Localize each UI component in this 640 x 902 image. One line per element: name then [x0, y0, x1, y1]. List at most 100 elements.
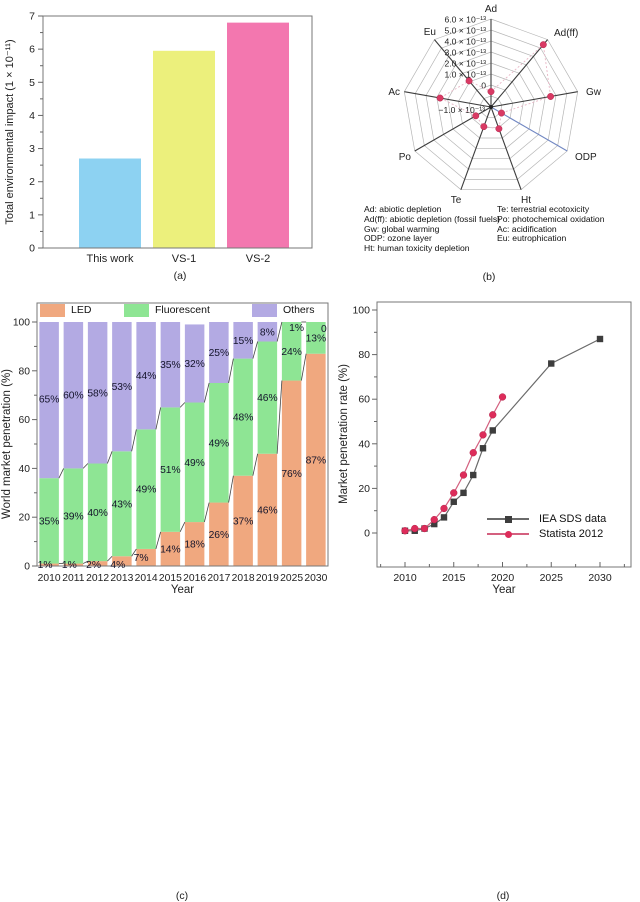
- segment-label: 53%: [112, 382, 133, 393]
- y-tick-label: 60: [358, 394, 370, 406]
- segment-label: 1%: [62, 560, 77, 571]
- x-tick-label: 2015: [442, 572, 466, 584]
- others-swatch: [252, 304, 277, 317]
- caption-d: (d): [496, 890, 510, 902]
- segment-fluorescent-2012: [87, 463, 108, 562]
- x-tick-label: 2011: [62, 573, 84, 584]
- circle-marker: [489, 411, 497, 419]
- x-axis-title: Year: [171, 584, 194, 596]
- segment-label: 13%: [306, 333, 327, 344]
- segment-label: 4%: [110, 560, 125, 571]
- circle-marker: [469, 449, 477, 457]
- segment-label: 37%: [233, 516, 254, 527]
- segment-label: 35%: [39, 516, 60, 527]
- connector-line: [82, 463, 89, 469]
- connector-line: [155, 531, 162, 550]
- segment-label: 8%: [260, 327, 275, 338]
- square-marker: [431, 520, 438, 528]
- segment-fluorescent-2011: [63, 468, 84, 564]
- circle-marker: [479, 431, 487, 439]
- circle-marker: [401, 527, 409, 535]
- connector-line: [252, 341, 259, 359]
- segment-fluorescent-2014: [136, 429, 156, 549]
- led-legend-label: LED: [71, 304, 92, 316]
- definition-te: Te: terrestrial ecotoxicity: [497, 204, 590, 214]
- segment-others-2014: [136, 322, 156, 430]
- data-point-ht: [495, 125, 503, 133]
- radial-tick-label: 0: [481, 81, 486, 91]
- y-tick-label: 80: [358, 349, 370, 361]
- square-marker: [450, 498, 457, 505]
- radial-tick-label: −1.0 × 10⁻¹³: [438, 105, 485, 115]
- y-tick-label: 1: [29, 209, 35, 221]
- y-tick-label: 20: [358, 483, 370, 495]
- segment-others-2015: [160, 322, 181, 408]
- y-axis-title: Market penetration rate (%): [338, 364, 350, 504]
- segment-others-2010: [39, 322, 59, 479]
- segment-label: 49%: [136, 485, 157, 496]
- center-point: [489, 105, 493, 109]
- segment-label: 15%: [233, 336, 254, 347]
- segment-label: 32%: [184, 359, 205, 370]
- web-ring: [447, 62, 535, 149]
- square-marker: [596, 335, 604, 343]
- iea-square-marker-icon: [504, 515, 512, 523]
- line-chart-canvas: 0 20 40 60 80 100 2010 2015 2020 2025 2030 Year Mark…: [338, 301, 632, 596]
- legend-item-iea-sds: IEA SDS data: [487, 512, 606, 526]
- segment-led-2018: [233, 475, 253, 566]
- connector-line: [82, 560, 89, 564]
- segment-fluorescent-2025: [281, 322, 302, 381]
- segment-label: 1%: [38, 560, 53, 571]
- axis-label-eu: Eu: [424, 27, 436, 38]
- x-category-label: This work: [86, 253, 134, 265]
- y-tick-label: 6: [29, 44, 35, 56]
- fluorescent-swatch: [124, 304, 149, 317]
- definition-adff: Ad(ff): abiotic depletion (fossil fuels): [364, 213, 500, 224]
- segment-fluorescent-2030: [306, 322, 326, 354]
- spoke-te: [460, 106, 492, 190]
- x-axis-title: Year: [492, 584, 515, 596]
- radar-abbreviation-definitions-col2: Te: terrestrial ecotoxicity Po: photoche…: [497, 204, 605, 244]
- definition-gw: Gw: global warming: [364, 223, 440, 234]
- x-category-label: VS-2: [246, 253, 270, 265]
- others-legend-label: Others: [283, 304, 315, 316]
- segment-led-2019: [257, 453, 278, 566]
- definition-po: Po: photochemical oxidation: [497, 213, 605, 224]
- fluorescent-legend-label: Fluorescent: [155, 304, 210, 316]
- data-point-te: [480, 123, 488, 131]
- x-tick-label: 2019: [256, 573, 279, 584]
- x-tick-label: 2012: [86, 573, 109, 584]
- y-tick-label: 7: [29, 11, 35, 23]
- y-tick-label: 0: [364, 528, 370, 540]
- y-tick-label: 4: [29, 110, 35, 122]
- x-tick-label: 2025: [540, 572, 564, 584]
- square-marker: [470, 471, 477, 479]
- y-tick-label: 40: [358, 438, 370, 450]
- legend-item-fluorescent: Fluorescent: [124, 304, 234, 317]
- x-tick-label: 2025: [280, 573, 303, 584]
- legend-item-others: Others: [252, 304, 332, 317]
- iea-line-sample: [487, 515, 529, 523]
- connector-line: [131, 548, 137, 557]
- y-tick-label: 0: [24, 562, 30, 573]
- axis-label-odp: ODP: [575, 152, 597, 163]
- segment-label: 24%: [281, 347, 302, 358]
- x-tick-label: 2010: [38, 573, 61, 584]
- radial-tick-label: 6.0 × 10⁻¹³: [444, 15, 486, 25]
- connector-line: [252, 453, 259, 476]
- web-ring: [468, 84, 514, 129]
- panel-b-radar-chart: 6.0 × 10⁻¹³ 5.0 × 10⁻¹³ 4.0 × 10⁻¹³ 3.0 × 1…: [330, 0, 640, 290]
- definition-eu: Eu: eutrophication: [497, 233, 567, 244]
- segment-led-2013: [112, 556, 132, 566]
- connector-line: [131, 429, 137, 452]
- web-ring: [479, 95, 503, 118]
- bar-this-work: [79, 158, 141, 248]
- caption-b: (b): [482, 271, 496, 283]
- segment-fluorescent-2016: [184, 402, 205, 523]
- spoke-gw: [490, 91, 578, 108]
- connector-line: [107, 555, 113, 562]
- bar-vs-1: [153, 50, 215, 248]
- legend-item-statista: Statista 2012: [487, 527, 603, 541]
- x-tick-label: 2030: [304, 573, 327, 584]
- radial-tick-label: 3.0 × 10⁻¹³: [444, 48, 486, 58]
